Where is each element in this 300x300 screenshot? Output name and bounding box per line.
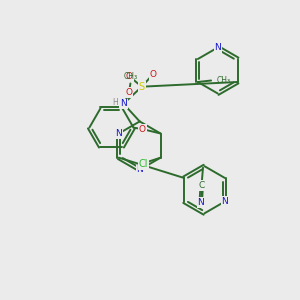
- Text: S: S: [139, 82, 145, 92]
- Text: O: O: [139, 124, 146, 134]
- Text: O: O: [149, 70, 156, 79]
- Text: O: O: [126, 72, 133, 81]
- Text: CH₃: CH₃: [216, 76, 230, 85]
- Text: N: N: [136, 165, 143, 174]
- Text: N: N: [221, 197, 228, 206]
- Text: O: O: [125, 88, 133, 97]
- Text: N: N: [214, 43, 221, 52]
- Text: H: H: [112, 98, 118, 107]
- Text: C: C: [198, 181, 205, 190]
- Text: N: N: [120, 99, 127, 108]
- Text: Cl: Cl: [139, 159, 148, 169]
- Text: CH₃: CH₃: [123, 72, 137, 81]
- Text: N: N: [198, 198, 204, 207]
- Text: N: N: [116, 129, 122, 138]
